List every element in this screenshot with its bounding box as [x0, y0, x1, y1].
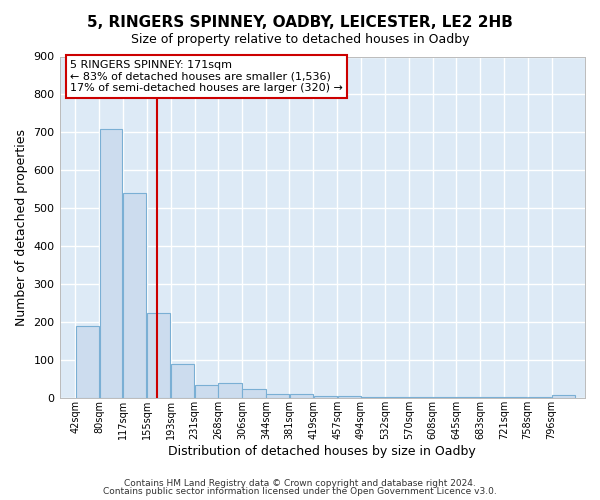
Bar	[266, 394, 289, 398]
Bar	[290, 394, 313, 398]
Text: 5, RINGERS SPINNEY, OADBY, LEICESTER, LE2 2HB: 5, RINGERS SPINNEY, OADBY, LEICESTER, LE…	[87, 15, 513, 30]
Bar	[218, 383, 242, 398]
Bar	[195, 385, 218, 398]
Bar	[100, 128, 122, 398]
Bar	[361, 397, 385, 398]
X-axis label: Distribution of detached houses by size in Oadby: Distribution of detached houses by size …	[169, 444, 476, 458]
Bar	[147, 313, 170, 398]
Bar	[171, 364, 194, 398]
Text: Size of property relative to detached houses in Oadby: Size of property relative to detached ho…	[131, 32, 469, 46]
Y-axis label: Number of detached properties: Number of detached properties	[15, 129, 28, 326]
Bar	[123, 193, 146, 398]
Bar	[338, 396, 361, 398]
Bar	[385, 397, 409, 398]
Bar	[552, 395, 575, 398]
Text: Contains public sector information licensed under the Open Government Licence v3: Contains public sector information licen…	[103, 487, 497, 496]
Text: Contains HM Land Registry data © Crown copyright and database right 2024.: Contains HM Land Registry data © Crown c…	[124, 478, 476, 488]
Bar	[76, 326, 99, 398]
Bar	[242, 388, 266, 398]
Bar	[314, 396, 337, 398]
Text: 5 RINGERS SPINNEY: 171sqm
← 83% of detached houses are smaller (1,536)
17% of se: 5 RINGERS SPINNEY: 171sqm ← 83% of detac…	[70, 60, 343, 93]
